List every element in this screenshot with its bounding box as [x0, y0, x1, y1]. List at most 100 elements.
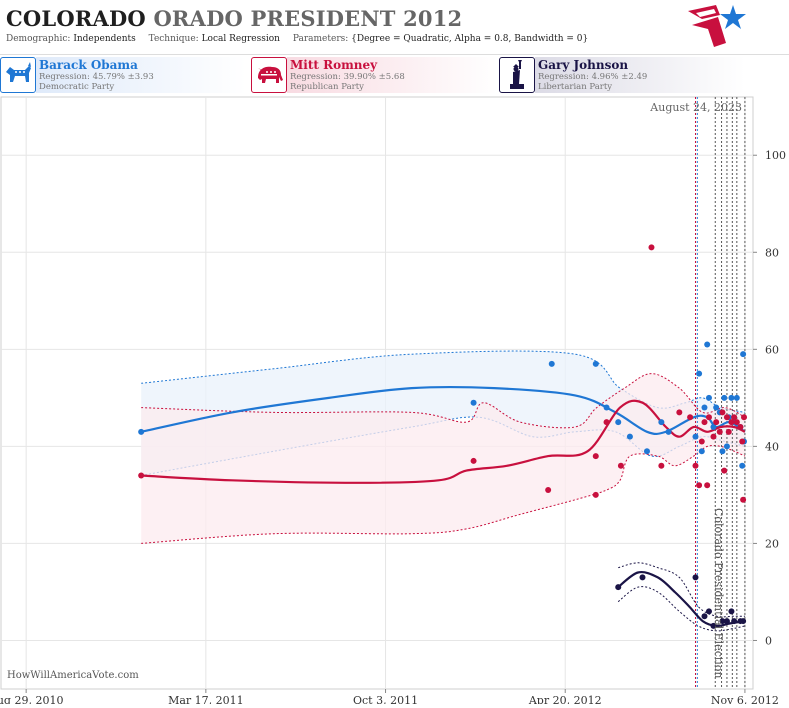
poll-point: [733, 394, 740, 401]
poll-point: [698, 448, 705, 455]
regression-line: [617, 571, 746, 628]
page-title: COLORADO ORADO PRESIDENT 2012: [6, 6, 462, 31]
poll-point: [545, 487, 552, 494]
current-date-label: August 24, 2023: [649, 101, 742, 114]
band-lower-line: [617, 586, 746, 632]
y-tick-label: 60: [765, 343, 779, 356]
x-tick-label: Nov 6, 2012: [711, 694, 779, 704]
poll-point: [705, 394, 712, 401]
poll-point: [740, 618, 747, 625]
poll-point: [701, 404, 708, 411]
poll-point: [592, 491, 599, 498]
poll-point: [617, 462, 624, 469]
poll-point: [692, 433, 699, 440]
poll-point: [731, 618, 738, 625]
poll-point: [648, 244, 655, 251]
parameters-label: Parameters:: [292, 34, 349, 44]
candidate-legend: Barack Obama Regression: 45.79% ±3.93 De…: [0, 54, 789, 95]
header: COLORADO ORADO PRESIDENT 2012 Demographi…: [0, 0, 789, 54]
y-tick-label: 20: [765, 537, 779, 550]
y-tick-label: 0: [765, 634, 772, 647]
x-tick-label: Apr 20, 2012: [528, 694, 602, 704]
poll-point: [710, 423, 717, 430]
y-axis: 0 20 40 60 80 100: [753, 149, 786, 647]
poll-point: [603, 404, 610, 411]
poll-point: [138, 472, 145, 479]
poll-points: [138, 244, 748, 629]
poll-point: [665, 428, 672, 435]
poll-point: [615, 419, 622, 426]
demographic-value: Independents: [73, 34, 136, 44]
band-lower-line: [141, 444, 746, 544]
poll-point: [696, 482, 703, 489]
poll-point: [728, 608, 735, 615]
poll-point: [692, 574, 699, 581]
x-axis: Aug 29, 2010 Mar 17, 2011 Oct 3, 2011 Apr 2…: [0, 689, 779, 707]
confidence-bands: [141, 350, 746, 632]
poll-point: [626, 433, 633, 440]
demographic-label: Demographic:: [6, 34, 71, 44]
election-label: Colorado Presidential Election: [712, 508, 725, 679]
poll-point: [470, 399, 477, 406]
candidate-name: Gary Johnson: [538, 58, 629, 72]
poll-point: [615, 584, 622, 591]
poll-date-markers: [694, 97, 746, 689]
poll-point: [728, 419, 735, 426]
title-race: PRESIDENT 2012: [250, 6, 463, 31]
donkey-icon: [0, 57, 36, 93]
poll-point: [701, 613, 708, 620]
band-upper-line: [141, 373, 746, 429]
poll-point: [687, 414, 694, 421]
poll-point: [548, 360, 555, 367]
poll-point: [698, 438, 705, 445]
candidate-party: Democratic Party: [39, 82, 115, 92]
technique-value: Local Regression: [201, 34, 280, 44]
x-tick-label: Aug 29, 2010: [0, 694, 63, 704]
candidate-name: Mitt Romney: [290, 58, 378, 72]
poll-point: [721, 467, 728, 474]
poll-point: [692, 462, 699, 469]
poll-point: [731, 414, 738, 421]
poll-point: [658, 462, 665, 469]
poll-point: [740, 351, 747, 358]
chart-svg: 0 20 40 60 80 100 Aug 29, 2010 Mar 17, 2011 Oct…: [0, 96, 786, 707]
statue-of-liberty-icon: [499, 57, 535, 93]
poll-chart: 0 20 40 60 80 100 Aug 29, 2010 Mar 17, 2011 Oct…: [0, 96, 789, 707]
poll-point: [725, 428, 732, 435]
y-tick-label: 80: [765, 246, 779, 259]
poll-point: [739, 462, 746, 469]
poll-point: [710, 433, 717, 440]
poll-point: [723, 443, 730, 450]
poll-point: [705, 414, 712, 421]
poll-point: [728, 394, 735, 401]
poll-point: [713, 419, 720, 426]
poll-point: [733, 419, 740, 426]
poll-point: [470, 457, 477, 464]
technique-label: Technique:: [148, 34, 199, 44]
poll-point: [719, 448, 726, 455]
x-tick-label: Oct 3, 2011: [353, 694, 418, 704]
poll-point: [676, 409, 683, 416]
poll-point: [741, 414, 748, 421]
title-overlap: ORADO: [153, 6, 243, 31]
parameters-bar: Demographic: Independents Technique: Loc…: [6, 34, 598, 44]
poll-point: [723, 618, 730, 625]
band-upper-line: [141, 350, 745, 413]
candidate-party: Republican Party: [290, 82, 364, 92]
candidate-party: Libertarian Party: [538, 82, 613, 92]
poll-point: [138, 428, 145, 435]
poll-point: [721, 394, 728, 401]
poll-point: [710, 622, 717, 629]
poll-point: [658, 419, 665, 426]
poll-point: [705, 608, 712, 615]
y-tick-label: 40: [765, 440, 779, 453]
poll-point: [643, 448, 650, 455]
gridlines: [1, 97, 753, 689]
poll-point: [639, 574, 646, 581]
confidence-band: [141, 373, 745, 544]
poll-point: [592, 360, 599, 367]
poll-point: [713, 404, 720, 411]
poll-point: [592, 453, 599, 460]
poll-point: [603, 419, 610, 426]
site-logo-icon: [688, 5, 746, 47]
